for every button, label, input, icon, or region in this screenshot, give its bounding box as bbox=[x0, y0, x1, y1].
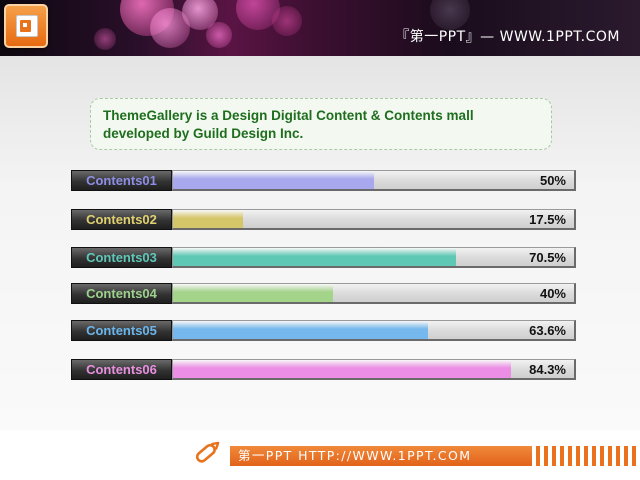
bokeh-light bbox=[272, 6, 302, 36]
bar-track: 63.6% bbox=[172, 320, 576, 341]
bar-fill bbox=[173, 171, 374, 189]
footer-stripe bbox=[584, 446, 588, 466]
progress-bar-row: Contents03 70.5% bbox=[71, 247, 576, 268]
content-area: ThemeGallery is a Design Digital Content… bbox=[0, 56, 640, 430]
footer-stripe bbox=[600, 446, 604, 466]
bar-value: 63.6% bbox=[529, 323, 566, 338]
footer-stripe bbox=[576, 446, 580, 466]
footer-stripe bbox=[552, 446, 556, 466]
footer-stripe bbox=[608, 446, 612, 466]
bar-track: 17.5% bbox=[172, 209, 576, 230]
footer: 第一PPT HTTP://WWW.1PPT.COM bbox=[0, 430, 640, 480]
footer-url-band: 第一PPT HTTP://WWW.1PPT.COM bbox=[230, 446, 532, 466]
presentation-document-icon bbox=[4, 4, 48, 48]
progress-bar-row: Contents05 63.6% bbox=[71, 320, 576, 341]
footer-stripe bbox=[536, 446, 540, 466]
bar-value: 70.5% bbox=[529, 250, 566, 265]
pencil-icon bbox=[195, 441, 220, 463]
bar-label: Contents01 bbox=[71, 170, 172, 191]
footer-stripes bbox=[536, 446, 640, 466]
bokeh-light bbox=[206, 22, 232, 48]
footer-stripe bbox=[624, 446, 628, 466]
footer-stripe bbox=[632, 446, 636, 466]
footer-stripe bbox=[568, 446, 572, 466]
bar-value: 40% bbox=[539, 286, 566, 301]
progress-bar-row: Contents04 40% bbox=[71, 283, 576, 304]
bar-fill bbox=[173, 248, 456, 266]
bar-label: Contents05 bbox=[71, 320, 172, 341]
bar-label: Contents06 bbox=[71, 359, 172, 380]
bar-fill bbox=[173, 321, 429, 339]
bar-track: 50% bbox=[172, 170, 576, 191]
progress-bar-row: Contents06 84.3% bbox=[71, 359, 576, 380]
bar-track: 84.3% bbox=[172, 359, 576, 380]
progress-bar-row: Contents02 17.5% bbox=[71, 209, 576, 230]
bar-label: Contents02 bbox=[71, 209, 172, 230]
progress-bar-row: Contents01 50% bbox=[71, 170, 576, 191]
footer-stripe bbox=[592, 446, 596, 466]
bokeh-light bbox=[94, 28, 116, 50]
header-title: 『第一PPT』— WWW.1PPT.COM bbox=[395, 29, 620, 45]
bar-label: Contents04 bbox=[71, 283, 172, 304]
bar-value: 17.5% bbox=[529, 212, 566, 227]
bar-value: 50% bbox=[539, 173, 566, 188]
header-banner: 『第一PPT』— WWW.1PPT.COM bbox=[0, 0, 640, 56]
bar-track: 40% bbox=[172, 283, 576, 304]
bar-track: 70.5% bbox=[172, 247, 576, 268]
bar-fill bbox=[173, 360, 512, 378]
intro-callout: ThemeGallery is a Design Digital Content… bbox=[90, 98, 552, 150]
bar-value: 84.3% bbox=[529, 362, 566, 377]
bar-fill bbox=[173, 210, 244, 228]
footer-stripe bbox=[544, 446, 548, 466]
bar-label: Contents03 bbox=[71, 247, 172, 268]
footer-stripe bbox=[560, 446, 564, 466]
bar-fill bbox=[173, 284, 334, 302]
footer-stripe bbox=[616, 446, 620, 466]
